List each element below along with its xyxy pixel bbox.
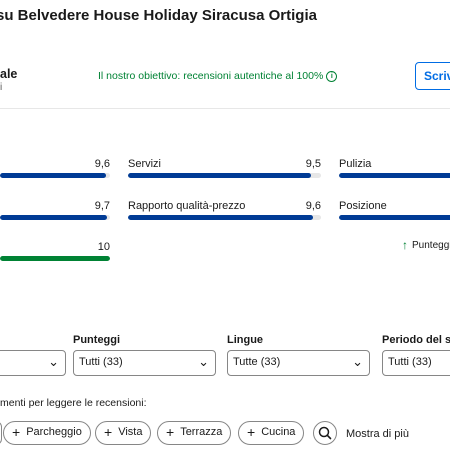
write-review-button[interactable]: Scrivi [415,62,450,90]
filter-value: Tutti (33) [388,356,432,368]
category-score: 9,7 [94,200,110,212]
category-label: Rapporto qualità-prezzo [128,200,246,212]
overall-label: ale [0,67,18,81]
filter-select[interactable]: ⌄ [0,350,66,376]
category-bar [0,173,110,178]
filter-label: Punteggi [73,334,121,346]
filter-select[interactable]: Tutti (33) ⌄ [73,350,216,376]
plus-icon: + [247,424,256,440]
topics-label: menti per leggere le recensioni: [0,397,147,409]
category-score: 9,6 [305,200,321,212]
category-label: Pulizia [339,158,372,170]
plus-icon: + [12,424,21,440]
trend-text: Punteggi [412,239,450,251]
chip-label: Parcheggio [26,426,82,438]
page-title: su Belvedere House Holiday Siracusa Orti… [0,7,317,24]
chip-label: Vista [118,426,143,438]
category-bar [339,215,450,220]
arrow-up-icon: ↑ [402,238,408,252]
chip-label: Cucina [261,426,296,438]
overall-sublabel: i [0,82,3,93]
filter-label: Lingue [227,334,264,346]
chip-label: Terrazza [180,426,223,438]
topic-chip-parcheggio[interactable]: + Parcheggio [3,421,91,445]
category-score: 9,5 [305,158,321,170]
chevron-down-icon: ⌄ [352,354,363,369]
filter-select[interactable]: Tutte (33) ⌄ [227,350,370,376]
category-bar [0,256,110,261]
goal-text: Il nostro obiettivo: recensioni autentic… [98,70,324,82]
show-more-link[interactable]: Mostra di più [346,428,409,440]
search-icon [318,426,332,440]
authenticity-goal: Il nostro obiettivo: recensioni autentic… [98,70,338,82]
chevron-down-icon: ⌄ [48,354,59,369]
topic-chip-vista[interactable]: + Vista [95,421,152,445]
topic-chip-terrazza[interactable]: + Terrazza [157,421,232,445]
trend-indicator: ↑ Punteggi [402,238,450,252]
divider [0,108,450,109]
category-score: 9,6 [94,158,110,170]
info-icon[interactable]: i [326,70,338,82]
category-label: Posizione [339,200,387,212]
topic-chip[interactable] [0,421,2,445]
category-bar [128,215,321,220]
filter-value: Tutte (33) [233,356,281,368]
search-topics-button[interactable] [313,421,337,445]
filter-select[interactable]: Tutti (33) [382,350,450,376]
category-bar [0,215,110,220]
plus-icon: + [166,424,175,440]
category-bar [128,173,321,178]
topic-chip-cucina[interactable]: + Cucina [238,421,305,445]
category-bar [339,173,450,178]
chevron-down-icon: ⌄ [198,354,209,369]
plus-icon: + [104,424,113,440]
filter-label: Periodo del sog [382,334,450,346]
category-label: Servizi [128,158,162,170]
filter-value: Tutti (33) [79,356,123,368]
category-score: 10 [97,241,110,253]
